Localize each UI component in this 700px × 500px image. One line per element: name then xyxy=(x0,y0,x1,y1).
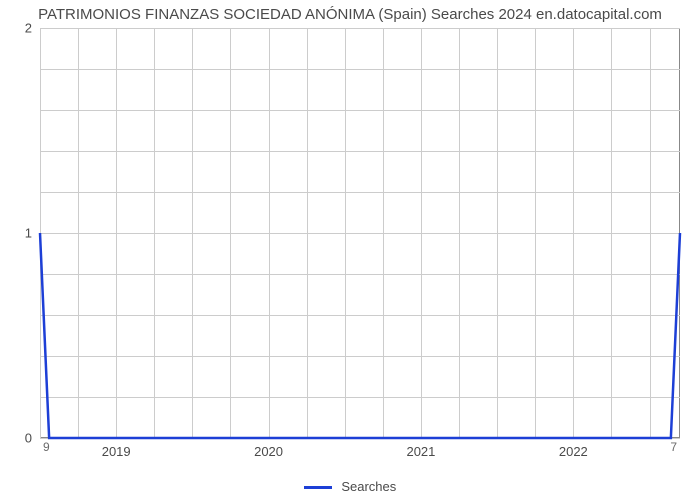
xtick-label: 2021 xyxy=(406,444,435,459)
ytick-label: 0 xyxy=(25,431,32,446)
corner-label-bottom-right: 7 xyxy=(670,440,677,454)
series-svg xyxy=(40,28,680,438)
corner-label-bottom-left: 9 xyxy=(43,440,50,454)
ytick-label: 2 xyxy=(25,21,32,36)
ytick-label: 1 xyxy=(25,226,32,241)
legend-label: Searches xyxy=(341,479,396,494)
legend-swatch xyxy=(304,486,332,489)
xtick-label: 2022 xyxy=(559,444,588,459)
plot-area: 012201920202021202297 xyxy=(40,28,680,438)
chart-container: PATRIMONIOS FINANZAS SOCIEDAD ANÓNIMA (S… xyxy=(0,0,700,500)
series-line-searches xyxy=(40,233,680,438)
legend: Searches xyxy=(0,479,700,494)
chart-title: PATRIMONIOS FINANZAS SOCIEDAD ANÓNIMA (S… xyxy=(0,6,700,23)
xtick-label: 2020 xyxy=(254,444,283,459)
xtick-label: 2019 xyxy=(102,444,131,459)
